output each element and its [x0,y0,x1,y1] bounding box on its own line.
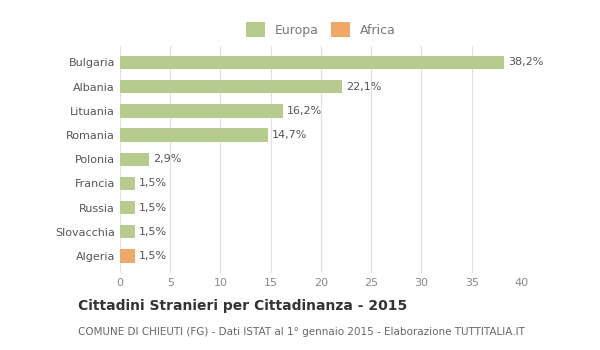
Bar [120,153,149,166]
Bar [120,104,283,118]
Text: 38,2%: 38,2% [508,57,544,68]
Bar [120,128,268,142]
Text: COMUNE DI CHIEUTI (FG) - Dati ISTAT al 1° gennaio 2015 - Elaborazione TUTTITALIA: COMUNE DI CHIEUTI (FG) - Dati ISTAT al 1… [78,327,525,337]
Text: 1,5%: 1,5% [139,251,167,261]
Bar [120,56,504,69]
Bar [120,177,135,190]
Text: 1,5%: 1,5% [139,203,167,213]
Text: 22,1%: 22,1% [346,82,382,92]
Text: 2,9%: 2,9% [153,154,182,164]
Legend: Europa, Africa: Europa, Africa [246,22,396,37]
Bar [120,225,135,238]
Text: 1,5%: 1,5% [139,227,167,237]
Text: Cittadini Stranieri per Cittadinanza - 2015: Cittadini Stranieri per Cittadinanza - 2… [78,299,407,313]
Bar [120,201,135,214]
Bar [120,249,135,262]
Text: 1,5%: 1,5% [139,178,167,188]
Text: 14,7%: 14,7% [272,130,307,140]
Text: 16,2%: 16,2% [287,106,322,116]
Bar [120,80,342,93]
